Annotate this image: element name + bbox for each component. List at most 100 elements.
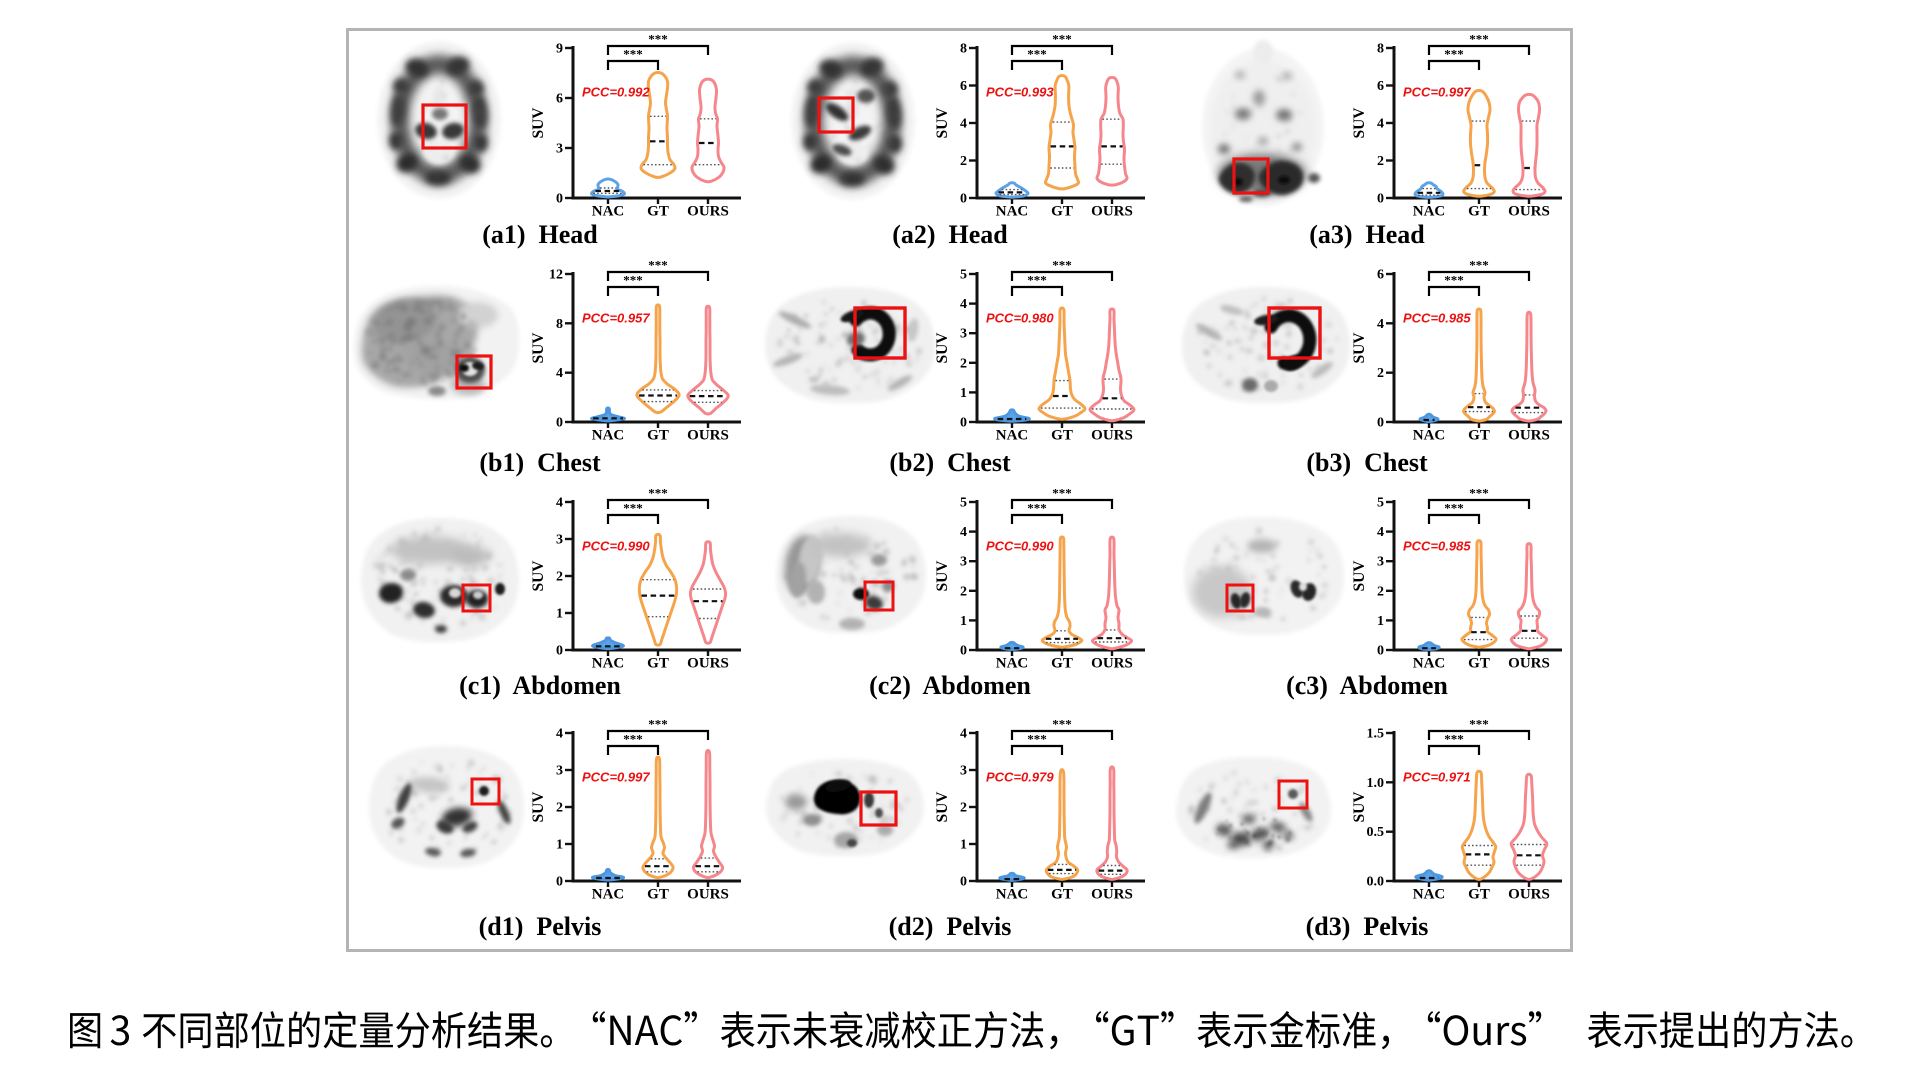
svg-text:4: 4: [1377, 525, 1384, 540]
svg-text:OURS: OURS: [1508, 656, 1550, 672]
svg-text:GT: GT: [1051, 656, 1073, 672]
svg-text:4: 4: [960, 525, 967, 540]
svg-text:(c3) Abdomen: (c3) Abdomen: [1286, 671, 1448, 700]
svg-text:(c2) Abdomen: (c2) Abdomen: [869, 671, 1031, 700]
svg-text:1.5: 1.5: [1367, 727, 1385, 742]
svg-text:12: 12: [549, 268, 563, 283]
svg-text:4: 4: [960, 297, 967, 312]
svg-text:***: ***: [648, 258, 668, 273]
svg-text:1: 1: [1377, 614, 1384, 629]
svg-text:3: 3: [960, 764, 967, 779]
svg-text:1: 1: [960, 386, 967, 401]
svg-text:SUV: SUV: [530, 107, 547, 139]
svg-text:NAC: NAC: [1413, 656, 1446, 672]
svg-text:PCC=0.990: PCC=0.990: [986, 539, 1054, 554]
svg-text:0: 0: [960, 644, 967, 659]
svg-text:***: ***: [623, 501, 643, 516]
svg-text:GT: GT: [647, 656, 669, 672]
svg-text:(d2) Pelvis: (d2) Pelvis: [889, 912, 1012, 941]
svg-text:GT: GT: [647, 428, 669, 444]
svg-text:OURS: OURS: [1091, 887, 1133, 903]
svg-text:5: 5: [1377, 496, 1384, 511]
svg-text:SUV: SUV: [934, 791, 951, 823]
svg-text:0: 0: [1377, 192, 1384, 207]
svg-text:GT: GT: [1468, 656, 1490, 672]
svg-text:GT: GT: [647, 204, 669, 220]
svg-text:OURS: OURS: [687, 656, 729, 672]
svg-text:5: 5: [960, 268, 967, 283]
svg-text:***: ***: [1444, 273, 1464, 288]
svg-text:8: 8: [960, 42, 967, 57]
svg-text:OURS: OURS: [1091, 656, 1133, 672]
svg-text:NAC: NAC: [996, 428, 1029, 444]
svg-text:***: ***: [648, 717, 668, 732]
svg-text:4: 4: [1377, 117, 1384, 132]
svg-text:***: ***: [1052, 486, 1072, 501]
svg-text:OURS: OURS: [1508, 204, 1550, 220]
svg-text:(d3) Pelvis: (d3) Pelvis: [1306, 912, 1429, 941]
svg-text:4: 4: [556, 366, 563, 381]
svg-text:PCC=0.985: PCC=0.985: [1403, 311, 1471, 326]
svg-text:PCC=0.979: PCC=0.979: [986, 770, 1054, 785]
svg-text:***: ***: [1027, 47, 1047, 62]
svg-text:2: 2: [1377, 154, 1384, 169]
svg-text:GT: GT: [1051, 428, 1073, 444]
svg-text:GT: GT: [1468, 428, 1490, 444]
svg-text:8: 8: [556, 317, 563, 332]
svg-text:NAC: NAC: [1413, 428, 1446, 444]
svg-text:NAC: NAC: [1413, 887, 1446, 903]
svg-text:***: ***: [1027, 501, 1047, 516]
svg-text:NAC: NAC: [592, 204, 625, 220]
svg-text:3: 3: [960, 555, 967, 570]
svg-text:SUV: SUV: [1351, 107, 1368, 139]
svg-text:4: 4: [1377, 317, 1384, 332]
svg-text:NAC: NAC: [996, 656, 1029, 672]
svg-text:NAC: NAC: [1413, 204, 1446, 220]
svg-text:0.0: 0.0: [1367, 875, 1385, 890]
svg-text:8: 8: [1377, 42, 1384, 57]
svg-text:3: 3: [556, 764, 563, 779]
svg-text:OURS: OURS: [1508, 428, 1550, 444]
svg-text:GT: GT: [1051, 887, 1073, 903]
svg-text:NAC: NAC: [592, 887, 625, 903]
svg-text:2: 2: [960, 356, 967, 371]
svg-text:(c1) Abdomen: (c1) Abdomen: [459, 671, 621, 700]
svg-text:OURS: OURS: [687, 887, 729, 903]
svg-text:SUV: SUV: [530, 560, 547, 592]
svg-text:2: 2: [556, 570, 563, 585]
svg-text:PCC=0.997: PCC=0.997: [1403, 85, 1471, 100]
svg-text:***: ***: [1027, 732, 1047, 747]
svg-text:PCC=0.957: PCC=0.957: [582, 311, 650, 326]
svg-text:6: 6: [960, 79, 967, 94]
svg-text:1: 1: [556, 838, 563, 853]
svg-text:0: 0: [556, 875, 563, 890]
svg-text:***: ***: [648, 32, 668, 47]
svg-text:(b2) Chest: (b2) Chest: [889, 448, 1011, 477]
svg-text:1: 1: [960, 838, 967, 853]
svg-text:OURS: OURS: [687, 428, 729, 444]
svg-text:PCC=0.993: PCC=0.993: [986, 85, 1054, 100]
svg-text:***: ***: [648, 486, 668, 501]
svg-text:GT: GT: [1468, 204, 1490, 220]
svg-text:***: ***: [623, 732, 643, 747]
svg-text:***: ***: [1469, 486, 1489, 501]
svg-text:0: 0: [960, 875, 967, 890]
svg-text:SUV: SUV: [1351, 791, 1368, 823]
svg-text:2: 2: [1377, 584, 1384, 599]
svg-text:PCC=0.971: PCC=0.971: [1403, 770, 1471, 785]
svg-text:NAC: NAC: [996, 204, 1029, 220]
svg-text:SUV: SUV: [530, 791, 547, 823]
svg-text:(a3) Head: (a3) Head: [1309, 220, 1425, 249]
svg-text:5: 5: [960, 496, 967, 511]
svg-text:SUV: SUV: [530, 332, 547, 364]
svg-text:(d1) Pelvis: (d1) Pelvis: [479, 912, 602, 941]
svg-text:1.0: 1.0: [1367, 776, 1385, 791]
svg-text:3: 3: [556, 533, 563, 548]
svg-text:6: 6: [556, 92, 563, 107]
svg-text:0: 0: [556, 644, 563, 659]
svg-text:(a1) Head: (a1) Head: [482, 220, 598, 249]
svg-text:SUV: SUV: [1351, 560, 1368, 592]
svg-text:9: 9: [556, 42, 563, 57]
svg-text:SUV: SUV: [1351, 332, 1368, 364]
svg-text:6: 6: [1377, 79, 1384, 94]
